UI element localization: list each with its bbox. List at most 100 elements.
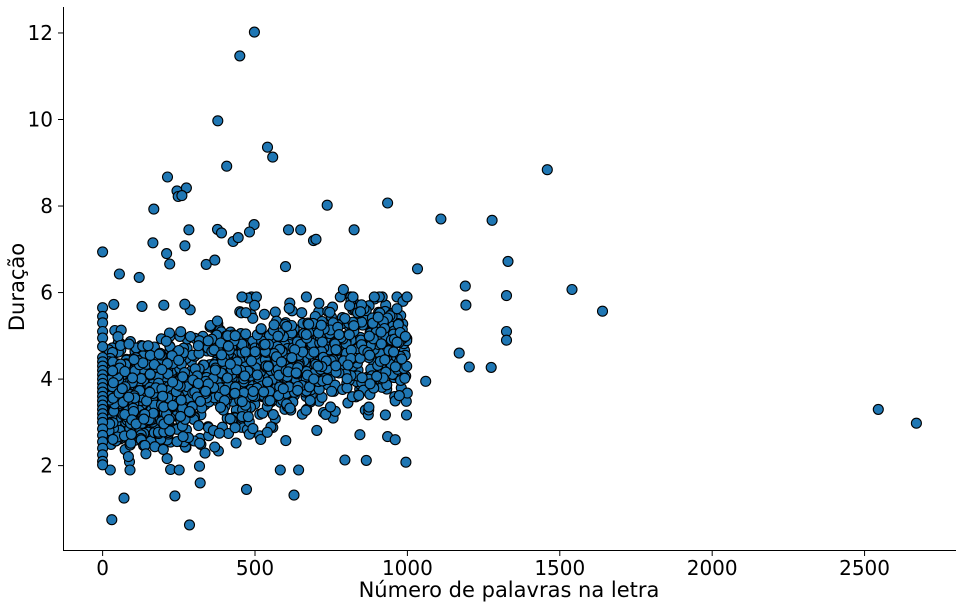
data-point [391,303,403,315]
data-point [255,323,267,335]
data-point [249,346,261,358]
data-point [399,330,411,342]
data-points [97,26,922,531]
data-point [147,237,159,249]
data-point [97,341,109,353]
data-point [315,319,327,331]
data-point [164,258,176,270]
data-point [123,391,135,403]
data-point [156,363,168,376]
data-point [391,336,403,348]
data-point [202,335,214,347]
data-point [356,372,368,384]
data-point [347,291,359,303]
data-point [142,340,154,352]
data-point [209,364,221,376]
x-tick-label: 1000 [382,556,433,580]
data-point [192,340,204,352]
data-point [240,483,253,495]
data-point [310,233,322,245]
data-point [200,258,212,270]
data-point [396,353,408,365]
data-point [177,431,189,443]
data-point [363,401,375,413]
data-point [337,283,349,296]
data-point [267,409,279,421]
data-point [106,514,118,526]
data-point [330,344,342,356]
data-point [138,413,150,425]
data-point [249,299,261,311]
data-point [125,428,137,440]
y-tick-label: 8 [40,194,53,218]
data-point [420,375,432,387]
data-point [293,464,305,476]
data-point [379,354,391,366]
data-point [167,399,179,412]
data-point [234,50,246,62]
data-point [224,413,236,425]
data-point [354,306,367,318]
data-point [400,456,412,468]
data-point [389,434,401,446]
data-point [108,298,120,310]
data-point [209,254,221,266]
data-point [261,141,274,153]
data-point [388,346,400,358]
data-point [119,365,131,378]
x-tick-label: 0 [96,556,109,580]
data-point [248,26,260,38]
data-point [222,340,234,352]
data-point [596,305,609,317]
data-point [566,283,578,296]
data-point [124,464,136,476]
data-point [194,395,207,407]
data-point [360,454,372,466]
data-point [216,349,228,361]
data-point [300,404,312,416]
data-point [330,360,342,372]
data-point [176,190,188,202]
data-point [245,355,257,367]
data-point [342,359,354,371]
data-point [267,151,279,163]
data-point [193,420,205,432]
data-point [192,377,204,390]
data-point [363,330,375,342]
data-point [160,335,172,347]
data-point [177,371,189,383]
data-point [157,390,169,402]
data-point [341,382,353,394]
data-point [300,291,312,303]
data-point [239,346,252,358]
data-point [341,373,353,385]
data-point [500,290,513,302]
data-point [313,297,325,309]
data-point [140,448,152,460]
data-point [281,320,293,332]
data-point [486,214,498,226]
data-point [243,226,256,238]
data-point [133,271,145,283]
data-point [400,409,413,421]
data-point [460,299,472,311]
data-point [282,224,295,236]
data-point [279,261,292,273]
data-point [167,376,179,388]
data-point [321,374,333,386]
data-point [173,464,185,476]
x-ticks: 0 500 1000 1500 2000 2500 [96,550,890,580]
data-point [179,298,191,310]
data-point [308,373,320,385]
data-point [211,315,223,327]
data-point [97,459,109,471]
data-point [157,443,169,455]
data-point [183,224,195,236]
data-point [382,197,394,209]
data-point [126,372,139,384]
data-point [500,334,513,346]
y-tick-label: 2 [40,454,53,478]
x-tick-label: 1500 [534,556,585,580]
data-point [158,299,170,311]
data-point [304,394,316,407]
